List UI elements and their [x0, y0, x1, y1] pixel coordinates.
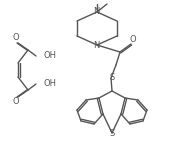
Text: O: O [13, 34, 19, 42]
Text: N: N [93, 7, 99, 16]
Text: O: O [130, 36, 136, 45]
Text: S: S [109, 128, 115, 137]
Text: S: S [109, 73, 115, 82]
Text: OH: OH [44, 51, 57, 60]
Text: OH: OH [44, 80, 57, 89]
Text: N: N [93, 40, 99, 49]
Text: O: O [13, 97, 19, 106]
